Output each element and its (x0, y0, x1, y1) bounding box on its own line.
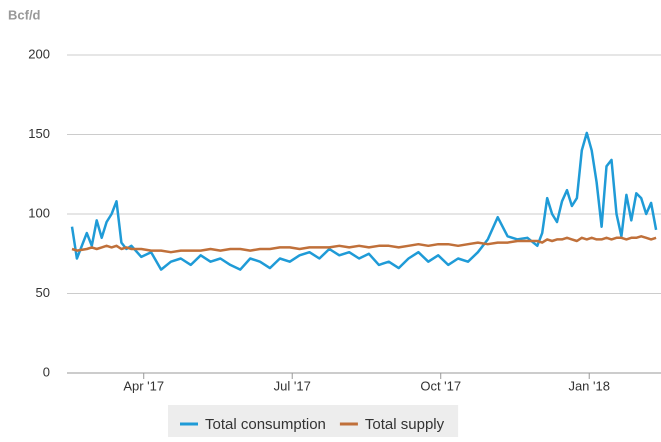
line-series (70, 131, 658, 271)
legend-label: Total consumption (205, 416, 326, 433)
y-tick-label: 200 (28, 46, 50, 61)
line-series (71, 235, 657, 254)
x-tick-label: Jan '18 (568, 378, 610, 393)
legend: Total consumption Total supply (168, 405, 459, 437)
y-tick-label: 50 (36, 285, 50, 300)
x-tick-label: Apr '17 (123, 378, 164, 393)
y-axis-label: Bcf/d (8, 7, 41, 22)
x-tick-label: Jul '17 (274, 378, 311, 393)
x-tick-label: Oct '17 (420, 378, 461, 393)
y-tick-label: 100 (28, 205, 50, 220)
y-tick-label: 0 (43, 364, 50, 379)
legend-box (168, 405, 459, 437)
legend-label: Total supply (365, 416, 445, 433)
y-tick-label: 150 (28, 126, 50, 141)
